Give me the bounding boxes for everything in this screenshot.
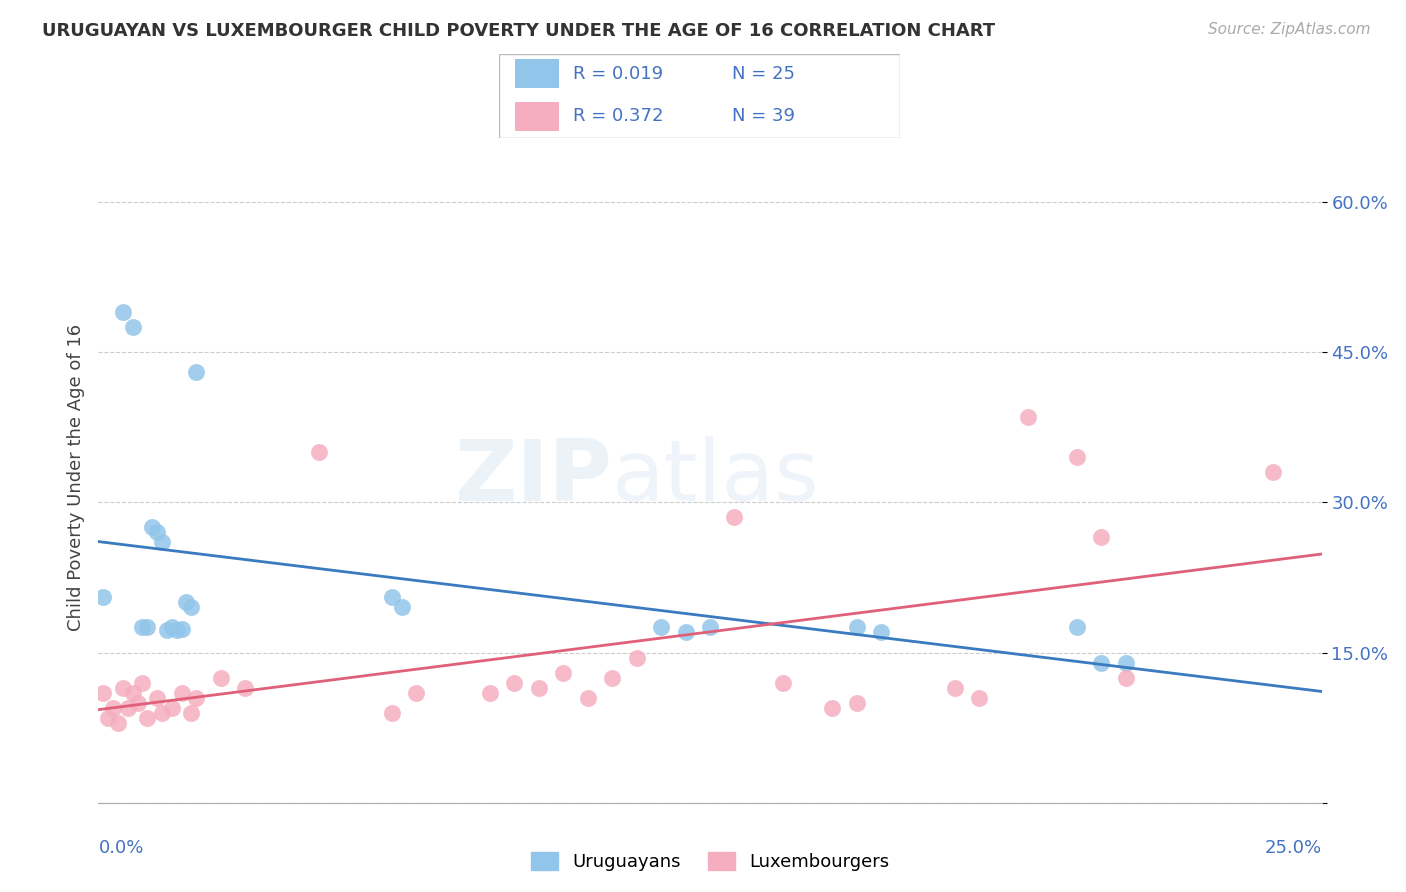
Point (136, 711, 159, 725)
Text: N = 39: N = 39 (731, 107, 794, 125)
Point (1066, 450, 1088, 465)
Point (503, 675, 526, 690)
Point (1090, 656, 1112, 670)
Point (186, 690, 208, 705)
Point (91, 685, 114, 699)
Point (97, 711, 120, 725)
Point (626, 650, 648, 665)
Point (146, 525, 169, 540)
Point (1261, 465, 1284, 479)
Point (527, 681, 550, 695)
Point (111, 681, 134, 695)
Point (101, 700, 124, 714)
Point (121, 685, 143, 699)
Point (170, 623, 193, 637)
Text: 0.0%: 0.0% (98, 838, 143, 856)
Text: R = 0.372: R = 0.372 (574, 107, 664, 125)
Point (478, 685, 501, 699)
Point (91, 591, 114, 605)
Point (186, 365, 208, 379)
Point (107, 715, 129, 730)
Point (121, 320, 143, 334)
Text: Source: ZipAtlas.com: Source: ZipAtlas.com (1208, 22, 1371, 37)
Point (821, 700, 844, 714)
Point (405, 685, 427, 699)
Point (553, 665, 575, 680)
Text: atlas: atlas (612, 435, 820, 519)
Point (600, 671, 623, 685)
Point (1115, 671, 1137, 685)
Point (180, 706, 202, 720)
Point (160, 620, 183, 634)
Text: R = 0.019: R = 0.019 (574, 65, 664, 83)
Point (176, 595, 198, 609)
Point (117, 700, 139, 714)
Point (772, 675, 794, 690)
Point (699, 620, 721, 634)
Text: 25.0%: 25.0% (1264, 838, 1322, 856)
Bar (515, 102, 560, 130)
Point (150, 535, 173, 549)
Point (1066, 620, 1088, 634)
Point (576, 690, 599, 705)
Point (943, 681, 966, 695)
Point (650, 620, 672, 634)
Point (146, 690, 169, 705)
Point (723, 510, 745, 524)
Legend: Uruguayans, Luxembourgers: Uruguayans, Luxembourgers (523, 845, 897, 879)
Point (391, 600, 413, 615)
Point (111, 305, 134, 319)
Point (845, 696, 868, 710)
Y-axis label: Child Poverty Under the Age of 16: Child Poverty Under the Age of 16 (66, 324, 84, 631)
Point (160, 700, 183, 714)
Point (967, 690, 990, 705)
Point (209, 671, 232, 685)
Point (381, 706, 404, 720)
Point (233, 681, 256, 695)
Point (131, 675, 153, 690)
Point (675, 625, 697, 640)
Point (1090, 530, 1112, 544)
Point (141, 520, 163, 534)
Point (870, 625, 893, 640)
Text: ZIP: ZIP (454, 435, 612, 519)
Point (131, 620, 153, 634)
Point (166, 624, 188, 638)
Point (180, 600, 202, 615)
Text: URUGUAYAN VS LUXEMBOURGER CHILD POVERTY UNDER THE AGE OF 16 CORRELATION CHART: URUGUAYAN VS LUXEMBOURGER CHILD POVERTY … (42, 22, 995, 40)
Text: N = 25: N = 25 (731, 65, 794, 83)
Point (381, 591, 404, 605)
Point (1115, 656, 1137, 670)
Bar (515, 60, 560, 88)
Point (308, 445, 330, 459)
Point (127, 696, 149, 710)
Point (136, 620, 159, 634)
Point (845, 620, 868, 634)
Point (150, 706, 173, 720)
Point (156, 624, 179, 638)
Point (1017, 410, 1039, 425)
Point (170, 685, 193, 699)
